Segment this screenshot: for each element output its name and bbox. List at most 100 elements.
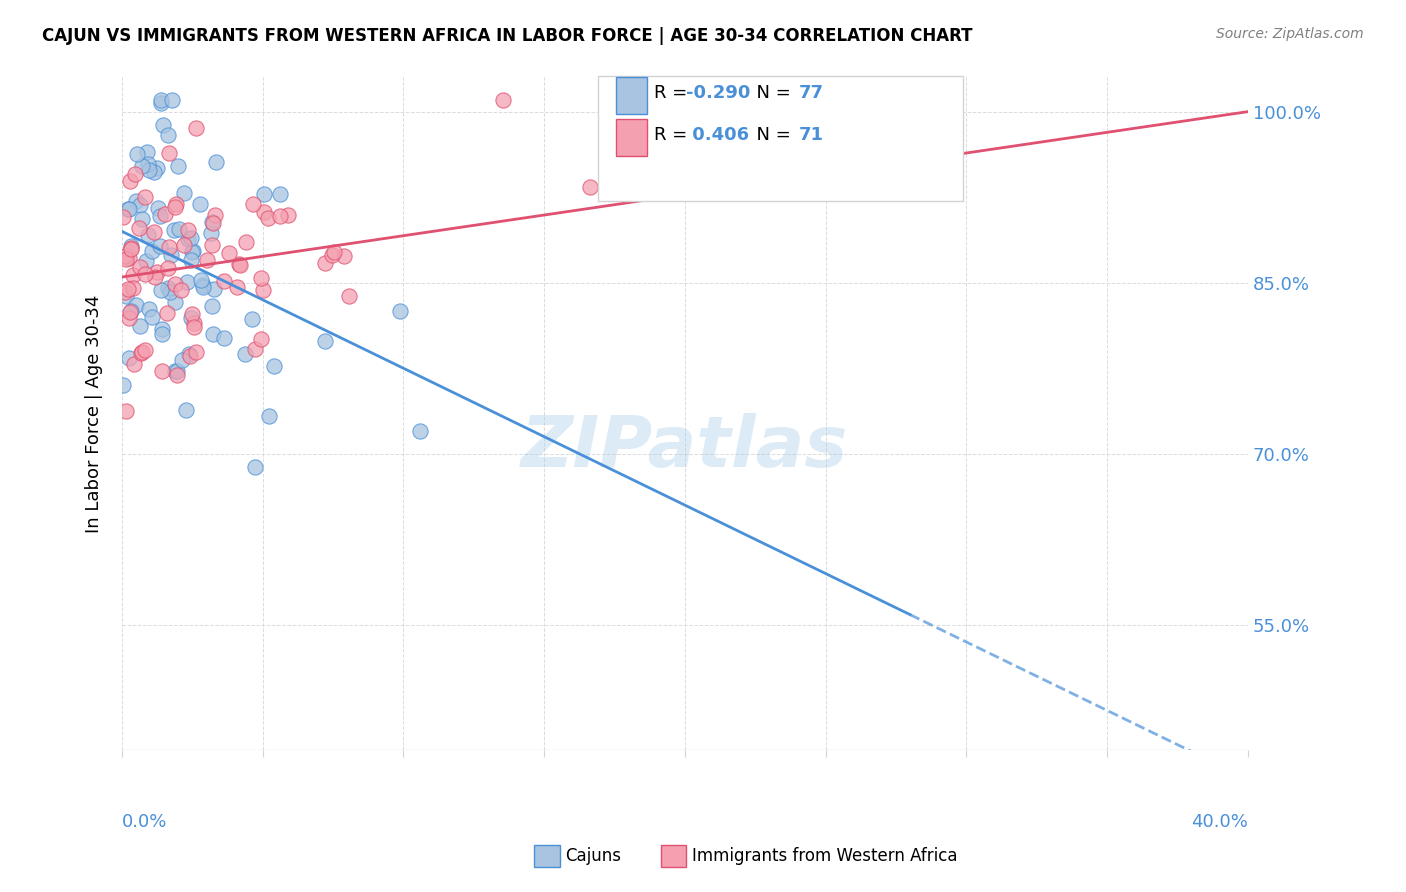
Point [200,226,222,240]
Point [124,167,146,181]
Point [117,202,139,217]
Point [492,93,515,107]
Point [149,95,172,110]
Text: N =: N = [745,84,797,102]
Point [131,211,153,226]
Point [156,261,179,276]
Text: ZIPatlas: ZIPatlas [522,413,849,482]
Point [180,311,202,326]
Point [143,270,166,285]
Point [146,201,169,215]
Point [157,280,180,294]
Text: CAJUN VS IMMIGRANTS FROM WESTERN AFRICA IN LABOR FORCE | AGE 30-34 CORRELATION C: CAJUN VS IMMIGRANTS FROM WESTERN AFRICA … [42,27,973,45]
Point [120,305,142,319]
Text: N =: N = [745,126,797,144]
Point [157,240,180,254]
Point [250,332,273,346]
Point [150,364,173,378]
Point [240,312,263,326]
Point [162,223,184,237]
Text: 40.0%: 40.0% [1191,814,1249,831]
Y-axis label: In Labor Force | Age 30-34: In Labor Force | Age 30-34 [86,294,103,533]
Point [177,232,200,246]
Point [120,239,142,253]
Point [131,159,153,173]
Text: Immigrants from Western Africa: Immigrants from Western Africa [692,847,957,865]
Point [177,222,200,236]
Point [253,186,276,201]
Point [337,289,360,303]
Point [162,93,184,107]
Point [245,460,267,475]
Point [212,274,235,288]
Point [174,402,197,417]
Point [269,209,291,223]
Point [134,190,156,204]
Point [321,248,343,262]
Point [128,260,150,274]
Point [204,208,226,222]
Point [228,257,250,271]
Point [129,198,152,212]
Text: Source: ZipAtlas.com: Source: ZipAtlas.com [1216,27,1364,41]
Text: R =: R = [654,84,693,102]
Point [152,118,174,132]
Point [179,349,201,363]
Point [166,368,188,382]
Text: -0.290: -0.290 [686,84,751,102]
Point [250,271,273,285]
Point [228,258,250,272]
Point [150,93,173,107]
Point [150,283,173,297]
Point [243,342,266,356]
Point [141,310,163,324]
Point [142,165,165,179]
Point [166,364,188,378]
Point [134,343,156,357]
Point [114,249,136,263]
Point [122,357,145,371]
Point [112,210,135,224]
Point [252,283,274,297]
Point [201,215,224,229]
Point [138,301,160,316]
Point [136,228,159,243]
Point [149,239,172,253]
Point [389,304,412,318]
Point [322,245,344,260]
Point [120,303,142,318]
Point [163,200,186,214]
Text: 71: 71 [799,126,824,144]
Text: R =: R = [654,126,693,144]
Point [160,248,183,262]
Point [156,306,179,320]
Point [257,409,280,423]
Point [170,353,193,368]
Point [269,186,291,201]
Point [125,298,148,312]
Point [115,404,138,418]
Point [205,155,228,169]
Point [128,220,150,235]
Point [150,327,173,342]
Point [579,180,602,194]
Point [165,197,187,211]
Point [159,285,181,299]
Point [180,307,202,321]
Point [120,241,142,255]
Point [157,145,180,160]
Point [150,321,173,335]
Point [409,424,432,438]
Point [235,235,257,250]
Point [181,244,204,259]
Point [176,275,198,289]
Point [177,347,200,361]
Point [118,310,141,325]
Point [115,289,138,303]
Point [131,344,153,359]
Point [314,334,336,348]
Point [117,282,139,296]
Point [165,364,187,378]
Point [202,281,225,295]
Point [195,252,218,267]
